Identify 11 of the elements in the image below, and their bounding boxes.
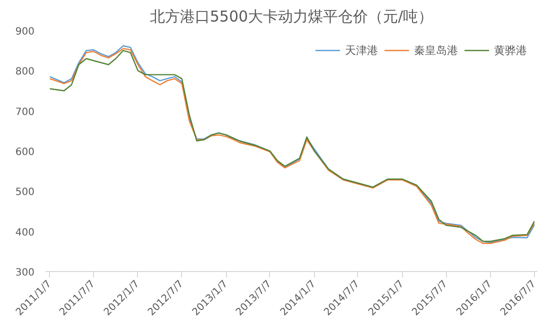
y-tick-label: 300 [15, 268, 35, 278]
legend-label: 黄骅港 [494, 42, 527, 58]
chart-title: 北方港口5500大卡动力煤平仓价（元/吨） [150, 8, 434, 26]
y-tick-label: 600 [15, 147, 35, 158]
y-tick-label: 400 [15, 227, 35, 238]
legend-label: 天津港 [345, 42, 378, 58]
y-tick-label: 700 [15, 106, 35, 118]
y-tick-label: 900 [15, 26, 35, 38]
legend-label: 秦皇岛港 [414, 42, 458, 58]
y-tick-label: 500 [15, 187, 35, 198]
y-tick-label: 800 [15, 66, 35, 78]
